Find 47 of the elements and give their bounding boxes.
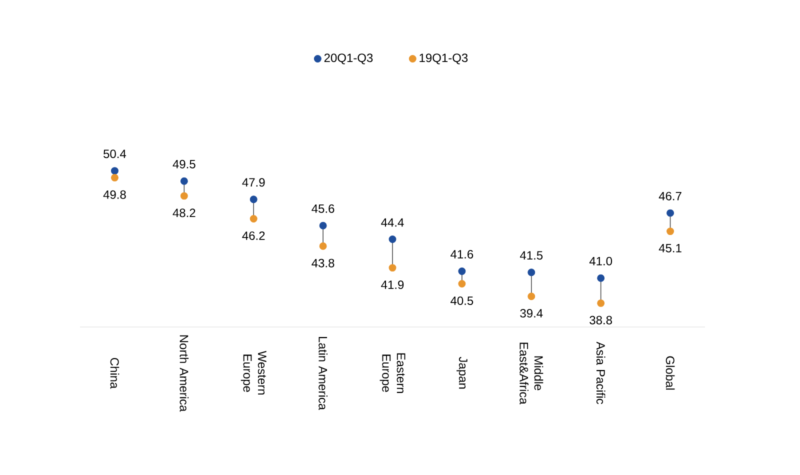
data-label: 43.8 <box>312 258 334 268</box>
point <box>180 177 188 185</box>
data-label: 45.1 <box>658 244 682 252</box>
point <box>319 222 327 230</box>
data-label: 40.5 <box>450 296 474 305</box>
point <box>388 264 396 272</box>
point <box>528 292 536 300</box>
x-tick-label: China <box>110 358 120 389</box>
point <box>458 280 466 288</box>
data-label: 49.8 <box>103 190 126 199</box>
x-tick-label: Japan <box>456 356 468 389</box>
point <box>388 236 396 244</box>
data-label: 46.7 <box>658 192 682 200</box>
point <box>528 268 536 276</box>
data-label: 41.0 <box>589 256 612 266</box>
data-label: 45.6 <box>312 204 334 213</box>
data-label: 46.2 <box>242 231 265 240</box>
x-tick-label: Western Europe <box>240 350 266 395</box>
data-label: 47.9 <box>242 178 265 187</box>
x-tick-label: Latin America <box>318 337 328 410</box>
x-tick-label: North America <box>180 335 189 412</box>
data-label: 50.4 <box>104 150 126 158</box>
x-tick-label: Global <box>666 356 675 390</box>
x-tick-label: Asia Pacific <box>596 342 606 404</box>
point <box>110 174 118 182</box>
data-label: 38.8 <box>590 316 612 324</box>
legend-label: 20Q1-Q3 <box>324 54 373 64</box>
data-label: 41.6 <box>450 250 474 259</box>
x-tick-label: Eastern Europe <box>380 353 406 393</box>
data-label: 41.9 <box>381 280 404 290</box>
data-label: 39.4 <box>520 309 543 318</box>
point <box>180 192 188 200</box>
point <box>250 196 258 204</box>
point <box>110 167 118 175</box>
data-label: 48.2 <box>172 208 196 218</box>
data-label: 49.5 <box>172 160 196 168</box>
point <box>319 242 327 250</box>
point <box>597 274 605 282</box>
point <box>666 228 674 236</box>
point <box>597 299 605 307</box>
point <box>250 215 258 222</box>
data-label: 44.4 <box>381 218 404 227</box>
point <box>458 267 466 275</box>
point <box>666 209 674 217</box>
legend-label: 19Q1-Q3 <box>420 54 468 64</box>
data-label: 41.5 <box>520 251 543 260</box>
x-tick-label: Middle East&Africa <box>520 342 544 404</box>
